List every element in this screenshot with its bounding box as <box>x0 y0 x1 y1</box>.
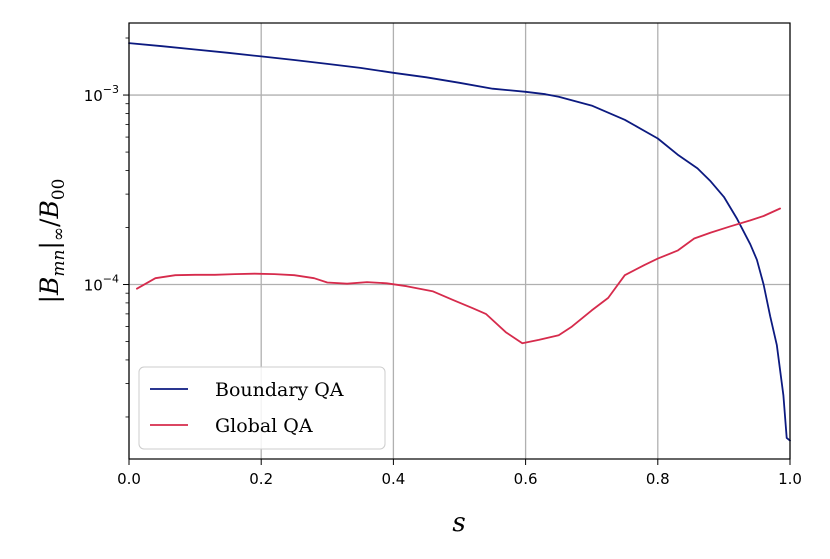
x-axis: 0.0 0.2 0.4 0.6 0.8 1.0 <box>117 459 802 488</box>
plot-frame <box>128 22 791 460</box>
y-tick-label: 10−3 <box>84 83 119 105</box>
series-line-boundary-qa <box>128 42 791 442</box>
legend: Boundary QA Global QA <box>138 366 386 450</box>
x-tick-label: 1.0 <box>778 470 802 488</box>
legend-box <box>138 366 386 450</box>
y-axis-label: |Bmn|∞/B00 <box>35 179 69 304</box>
y-tick-label: 10−4 <box>84 273 119 295</box>
legend-label-global-qa: Global QA <box>215 415 313 437</box>
x-axis-label: s <box>452 508 465 538</box>
x-tick-label: 0.8 <box>646 470 670 488</box>
x-tick-label: 0.6 <box>514 470 538 488</box>
legend-label-boundary-qa: Boundary QA <box>215 379 344 401</box>
x-tick-label: 0.2 <box>249 470 273 488</box>
series-layer <box>128 42 791 442</box>
x-tick-label: 0.4 <box>381 470 405 488</box>
series-line-global-qa <box>135 207 781 345</box>
y-axis: 10−4 10−3 <box>84 37 129 418</box>
x-tick-label: 0.0 <box>117 470 141 488</box>
